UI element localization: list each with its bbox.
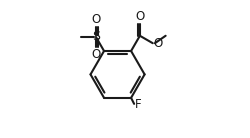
Text: O: O: [91, 48, 101, 61]
Text: O: O: [135, 10, 144, 23]
Text: F: F: [135, 98, 142, 111]
Text: S: S: [92, 30, 100, 43]
Text: O: O: [91, 13, 101, 26]
Text: O: O: [154, 37, 163, 50]
